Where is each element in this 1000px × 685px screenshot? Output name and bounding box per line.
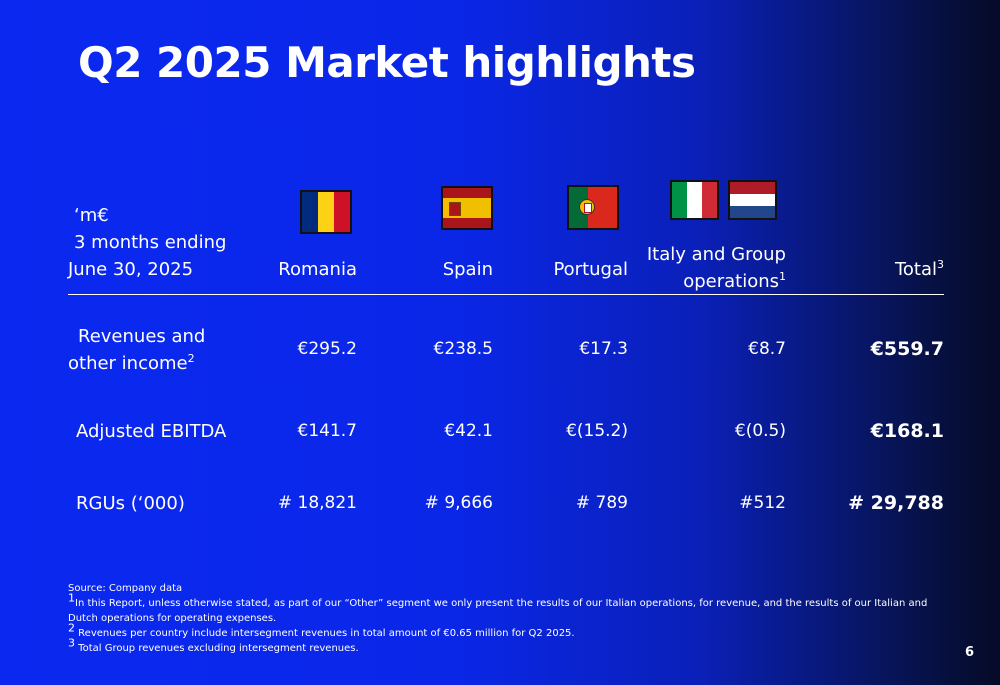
revenues-total: €559.7 xyxy=(870,338,944,360)
portugal-flag-icon xyxy=(567,185,619,230)
revenues-italy-group: €8.7 xyxy=(748,339,786,359)
period-line-1: 3 months ending xyxy=(74,232,227,253)
unit-label: ‘m€ xyxy=(74,205,109,226)
ebitda-romania: €141.7 xyxy=(297,421,357,441)
row-label-adjusted-ebitda: Adjusted EBITDA xyxy=(76,421,227,442)
rgus-italy-group: #512 xyxy=(739,493,786,513)
romania-flag-icon xyxy=(300,190,352,234)
footnote-2: 2 Revenues per country include intersegm… xyxy=(68,621,575,639)
page-title: Q2 2025 Market highlights xyxy=(78,38,696,87)
header-divider xyxy=(68,294,944,295)
revenues-romania: €295.2 xyxy=(297,339,357,359)
italy-flag-icon xyxy=(670,180,719,220)
ebitda-spain: €42.1 xyxy=(444,421,493,441)
row-label-rgus: RGUs (‘000) xyxy=(76,493,185,514)
footnote-3: 3 Total Group revenues excluding interse… xyxy=(68,636,359,654)
footnote-source: Source: Company data xyxy=(68,583,183,594)
page-number: 6 xyxy=(964,645,974,660)
rgus-spain: # 9,666 xyxy=(424,493,493,513)
row-label-revenues: Revenues and other income2 xyxy=(68,326,206,374)
spain-flag-icon xyxy=(441,186,493,230)
revenues-portugal: €17.3 xyxy=(579,339,628,359)
col-header-italy-group: Italy and Group operations1 xyxy=(646,244,786,292)
revenues-spain: €238.5 xyxy=(433,339,493,359)
netherlands-flag-icon xyxy=(728,180,777,220)
col-header-romania: Romania xyxy=(278,259,357,280)
rgus-romania: # 18,821 xyxy=(277,493,357,513)
col-header-spain: Spain xyxy=(442,259,493,280)
ebitda-portugal: €(15.2) xyxy=(566,421,628,441)
rgus-total: # 29,788 xyxy=(848,492,944,514)
period-header: ‘m€ 3 months ending June 30, 2025 xyxy=(68,202,226,283)
footnote-1: 1In this Report, unless otherwise stated… xyxy=(68,591,928,624)
col-header-portugal: Portugal xyxy=(553,259,628,280)
col-header-total: Total3 xyxy=(894,258,944,280)
footnotes: Source: Company data 1In this Report, un… xyxy=(68,581,948,656)
period-line-2: June 30, 2025 xyxy=(68,259,194,280)
ebitda-italy-group: €(0.5) xyxy=(734,421,786,441)
rgus-portugal: # 789 xyxy=(575,493,628,513)
ebitda-total: €168.1 xyxy=(870,420,944,442)
